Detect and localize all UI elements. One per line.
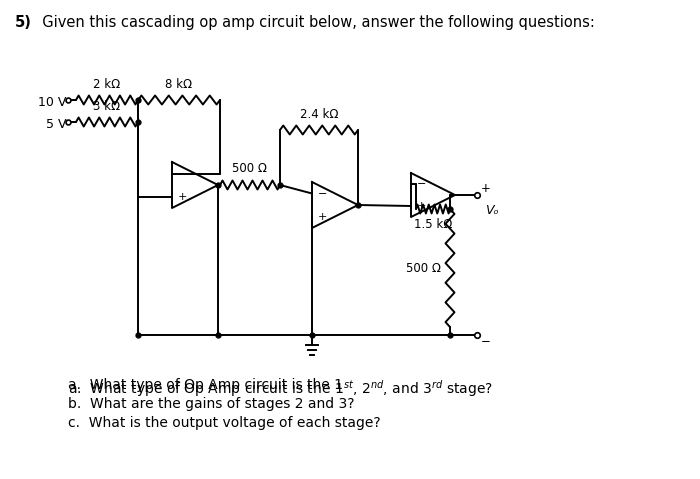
Text: Vₒ: Vₒ: [485, 205, 498, 217]
Text: 8 kΩ: 8 kΩ: [165, 78, 192, 91]
Text: 2 kΩ: 2 kΩ: [93, 78, 120, 91]
Text: 10 V: 10 V: [38, 95, 66, 109]
Text: Given this cascading op amp circuit below, answer the following questions:: Given this cascading op amp circuit belo…: [33, 15, 595, 30]
Text: a.  What type of Op Amp circuit is the 1: a. What type of Op Amp circuit is the 1: [68, 378, 343, 392]
Text: +: +: [318, 212, 328, 221]
Text: +: +: [178, 192, 188, 202]
Text: +: +: [417, 201, 426, 211]
Text: 500 Ω: 500 Ω: [405, 262, 440, 274]
Text: +: +: [481, 182, 491, 195]
Text: b.  What are the gains of stages 2 and 3?: b. What are the gains of stages 2 and 3?: [68, 397, 354, 411]
Text: 2.4 kΩ: 2.4 kΩ: [300, 107, 338, 121]
Text: a.  What type of Op Amp circuit is the 1$^{st}$, 2$^{nd}$, and 3$^{rd}$ stage?: a. What type of Op Amp circuit is the 1$…: [68, 378, 493, 399]
Text: −: −: [178, 169, 188, 179]
Text: 3 kΩ: 3 kΩ: [93, 100, 120, 113]
Text: c.  What is the output voltage of each stage?: c. What is the output voltage of each st…: [68, 416, 381, 430]
Text: −: −: [417, 179, 426, 189]
Text: 1.5 kΩ: 1.5 kΩ: [414, 218, 452, 231]
Text: −: −: [481, 334, 491, 347]
Text: 5 V: 5 V: [46, 117, 66, 130]
Text: 500 Ω: 500 Ω: [232, 162, 267, 175]
Text: 5): 5): [15, 15, 32, 30]
Text: −: −: [318, 189, 328, 198]
